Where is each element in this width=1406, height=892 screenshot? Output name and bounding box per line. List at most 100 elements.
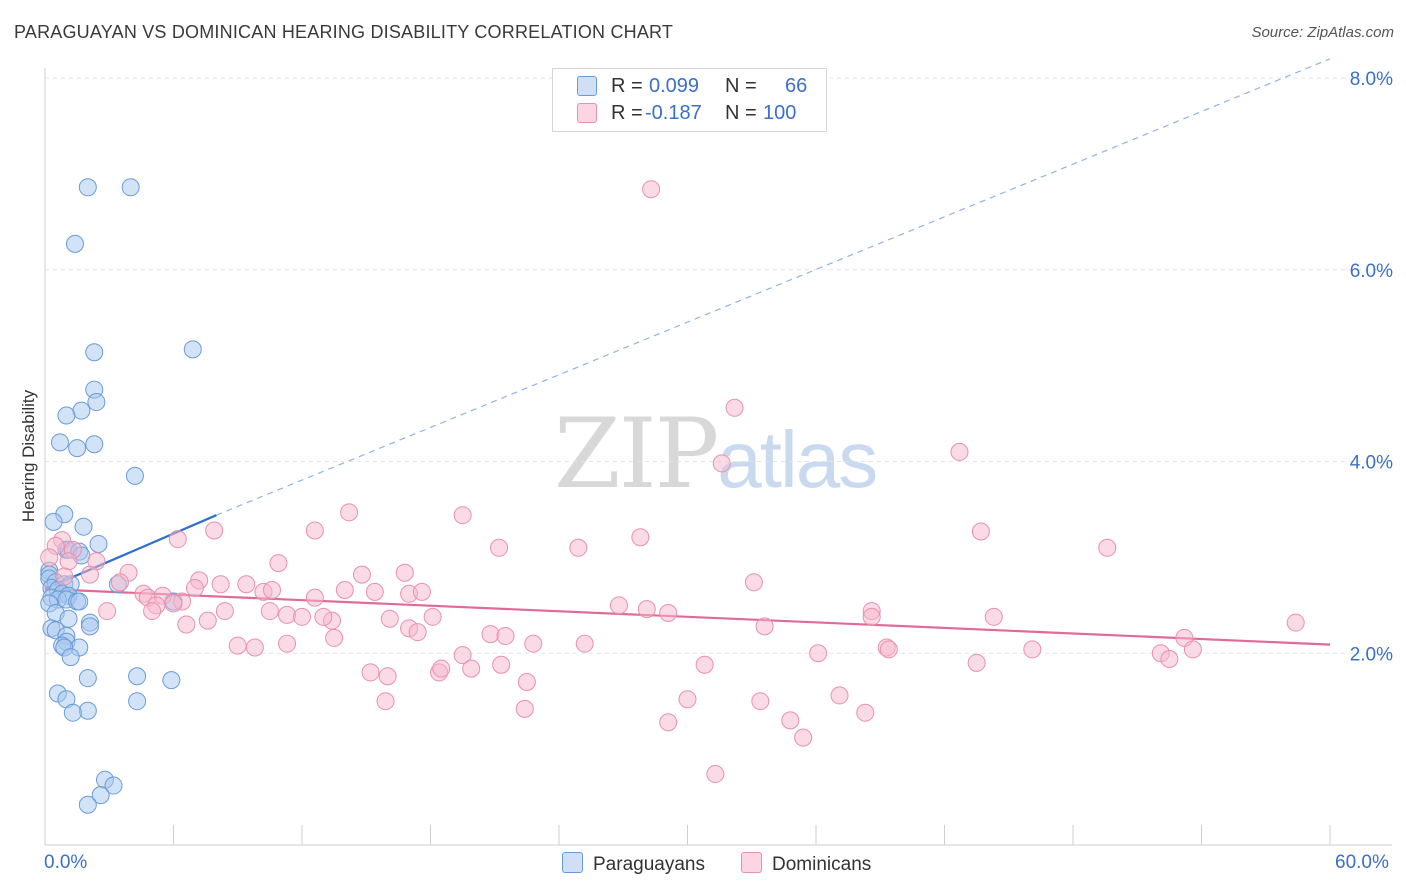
dominican-point <box>490 538 509 557</box>
dominican-point <box>263 580 282 599</box>
dominican-point <box>1023 640 1042 659</box>
paraguayan-trend-extension <box>216 58 1331 516</box>
dominican-point <box>198 611 217 630</box>
bottom-legend-label: Dominicans <box>772 854 872 875</box>
paraguayan-point <box>91 786 110 805</box>
dominican-point <box>365 582 384 601</box>
paraguayan-point <box>128 692 147 711</box>
paraguayan-point <box>50 433 69 452</box>
dominican-point <box>569 538 588 557</box>
dominican-point <box>305 521 324 540</box>
dominican-point <box>432 659 451 678</box>
bottom-legend-swatch-pink <box>741 852 762 873</box>
correlation-legend: R = 0.099 N = 66 R = -0.187 N = 100 <box>552 68 827 132</box>
dominican-point <box>830 686 849 705</box>
dominican-point <box>862 607 881 626</box>
source-credit: Source: ZipAtlas.com <box>1251 24 1394 41</box>
bottom-legend-swatch-blue <box>562 852 583 873</box>
dominican-point <box>496 626 515 645</box>
dominican-point <box>631 528 650 547</box>
dominican-point <box>269 554 288 573</box>
dominican-point <box>211 575 230 594</box>
paraguayan-point <box>78 178 97 197</box>
dominican-point <box>950 442 969 461</box>
paraguayan-point <box>59 609 78 628</box>
paraguayan-point <box>78 669 97 688</box>
dominican-point <box>215 602 234 621</box>
y-tick-labels: 2.0% 4.0% 6.0% 8.0% <box>1350 69 1393 665</box>
dominican-point <box>1286 613 1305 632</box>
dominican-point <box>361 663 380 682</box>
dominican-point <box>781 711 800 730</box>
legend-n-label: N = <box>725 102 757 124</box>
dominican-point <box>408 623 427 642</box>
paraguayan-point <box>104 776 123 795</box>
bottom-legend-dominicans: Dominicans <box>741 852 871 876</box>
dominican-point <box>462 659 481 678</box>
dominican-point <box>395 563 414 582</box>
dominican-point <box>380 609 399 628</box>
paraguayan-point <box>87 393 106 412</box>
watermark-atlas: atlas <box>717 415 878 504</box>
x-tick-label-min: 0.0% <box>44 852 88 873</box>
dominican-point <box>642 180 661 199</box>
dominican-point <box>423 607 442 626</box>
legend-n-value: 100 <box>763 102 797 124</box>
dominican-point <box>967 653 986 672</box>
paraguayan-point <box>85 343 104 362</box>
dominican-point <box>293 607 311 626</box>
legend-r-label: R = <box>611 75 643 97</box>
dominican-point <box>40 548 59 567</box>
dominican-point <box>185 579 204 598</box>
paraguayan-point <box>44 512 63 531</box>
dominican-point <box>725 398 744 417</box>
dominican-point <box>751 692 770 711</box>
legend-swatch-pink <box>577 103 597 123</box>
dominican-point <box>314 607 333 626</box>
legend-n-label: N = <box>725 75 757 97</box>
legend-r-value: 0.099 <box>649 75 700 97</box>
dominican-point <box>515 699 534 718</box>
dominican-point <box>659 603 678 622</box>
paraguayan-point <box>61 648 80 667</box>
dominican-point <box>755 617 774 636</box>
paraguayan-point <box>63 703 82 722</box>
dominican-point <box>352 565 371 584</box>
paraguayan-point <box>65 234 84 253</box>
dominican-point <box>678 690 697 709</box>
y-tick-label: 4.0% <box>1350 453 1393 474</box>
trend-lines <box>44 58 1331 646</box>
paraguayan-point <box>70 592 89 611</box>
dominican-point <box>492 655 511 674</box>
dominican-point <box>335 580 354 599</box>
paraguayan-point <box>183 340 202 359</box>
paraguayan-point <box>78 701 97 720</box>
paraguayan-point <box>85 435 104 454</box>
dominican-point <box>809 644 828 663</box>
dominican-point <box>744 573 763 592</box>
dominican-point <box>659 713 678 732</box>
axes <box>44 68 1392 846</box>
dominican-point <box>55 567 74 586</box>
watermark: ZIPatlas <box>554 398 878 510</box>
dominican-point <box>984 607 1003 626</box>
paraguayan-point <box>128 667 147 686</box>
dominican-point <box>706 765 725 784</box>
dominican-point <box>325 628 344 647</box>
dominican-point <box>517 673 536 692</box>
dominican-point <box>260 602 279 621</box>
dominican-trend-line <box>44 587 1331 646</box>
dominican-point <box>481 625 500 644</box>
dominican-point <box>1098 538 1117 557</box>
legend-swatch-blue <box>577 76 597 96</box>
dominican-point <box>637 600 656 619</box>
bottom-legend-paraguayans: Paraguayans <box>562 852 705 876</box>
dominican-point <box>305 588 324 607</box>
dominican-point <box>453 646 472 665</box>
dominican-point <box>245 638 264 657</box>
dominican-point <box>340 503 359 522</box>
dominican-point <box>168 530 187 549</box>
paraguayan-point <box>68 439 87 458</box>
bottom-legend-label: Paraguayans <box>593 854 705 875</box>
